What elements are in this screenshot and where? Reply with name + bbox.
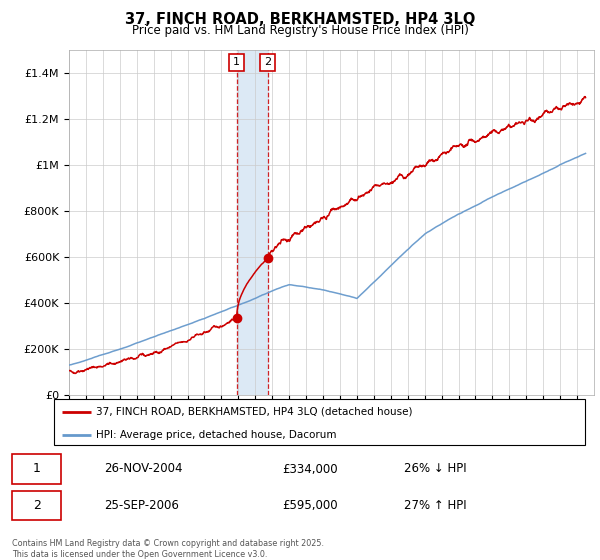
Text: 25-SEP-2006: 25-SEP-2006 <box>104 499 179 512</box>
Text: £334,000: £334,000 <box>283 463 338 475</box>
Text: 37, FINCH ROAD, BERKHAMSTED, HP4 3LQ: 37, FINCH ROAD, BERKHAMSTED, HP4 3LQ <box>125 12 475 27</box>
Text: 1: 1 <box>33 463 41 475</box>
Text: HPI: Average price, detached house, Dacorum: HPI: Average price, detached house, Daco… <box>97 430 337 440</box>
Text: 26-NOV-2004: 26-NOV-2004 <box>104 463 182 475</box>
Text: £595,000: £595,000 <box>283 499 338 512</box>
Text: 26% ↓ HPI: 26% ↓ HPI <box>404 463 466 475</box>
FancyBboxPatch shape <box>54 399 585 445</box>
Bar <box>236 50 268 395</box>
Text: Price paid vs. HM Land Registry's House Price Index (HPI): Price paid vs. HM Land Registry's House … <box>131 24 469 36</box>
Text: 27% ↑ HPI: 27% ↑ HPI <box>404 499 466 512</box>
FancyBboxPatch shape <box>12 491 61 520</box>
Text: 37, FINCH ROAD, BERKHAMSTED, HP4 3LQ (detached house): 37, FINCH ROAD, BERKHAMSTED, HP4 3LQ (de… <box>97 407 413 417</box>
Text: 2: 2 <box>33 499 41 512</box>
FancyBboxPatch shape <box>12 454 61 484</box>
Text: Contains HM Land Registry data © Crown copyright and database right 2025.
This d: Contains HM Land Registry data © Crown c… <box>12 539 324 559</box>
Text: 2: 2 <box>264 58 271 67</box>
Text: 1: 1 <box>233 58 240 67</box>
